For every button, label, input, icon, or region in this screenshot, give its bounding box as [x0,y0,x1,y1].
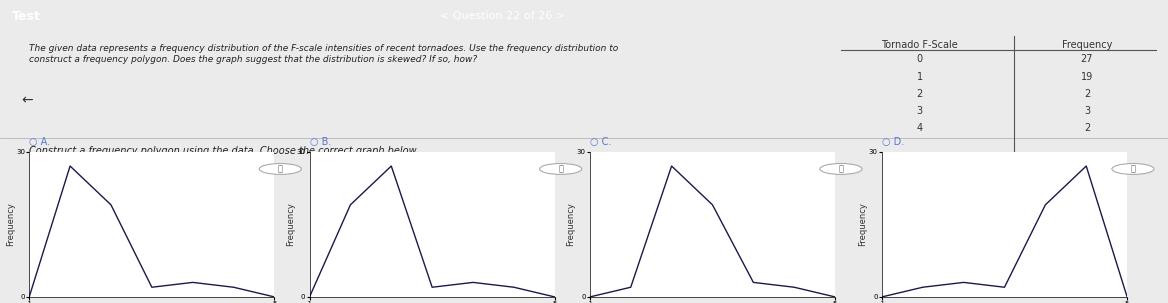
Text: 🔍: 🔍 [558,165,563,173]
Text: 27: 27 [1080,54,1093,65]
Text: 2: 2 [1084,123,1090,134]
Text: ○ A.: ○ A. [29,137,50,147]
Text: The given data represents a frequency distribution of the F-scale intensities of: The given data represents a frequency di… [29,44,618,64]
Y-axis label: Frequency: Frequency [858,202,868,246]
Text: 🔍: 🔍 [839,165,843,173]
Text: 2: 2 [1084,89,1090,99]
Y-axis label: Frequency: Frequency [6,202,15,246]
Text: ←: ← [21,93,33,107]
Text: < Question 22 of 26 >: < Question 22 of 26 > [439,11,565,22]
Y-axis label: Frequency: Frequency [566,202,576,246]
Text: 2: 2 [917,89,923,99]
Text: 0: 0 [917,54,923,65]
Text: Construct a frequency polygon using the data. Choose the correct graph below.: Construct a frequency polygon using the … [29,146,419,156]
Text: Frequency: Frequency [1062,40,1112,50]
Text: ○ D.: ○ D. [882,137,904,147]
Text: 3: 3 [1084,106,1090,116]
Text: Test: Test [12,10,41,23]
Text: 🔍: 🔍 [278,165,283,173]
Text: 🔍: 🔍 [1131,165,1135,173]
Text: ○ B.: ○ B. [310,137,331,147]
Text: ○ C.: ○ C. [590,137,611,147]
Text: 1: 1 [917,72,923,82]
Text: 4: 4 [917,123,923,134]
Text: 3: 3 [917,106,923,116]
Text: Tornado F-Scale: Tornado F-Scale [882,40,958,50]
Y-axis label: Frequency: Frequency [286,202,296,246]
Text: 19: 19 [1080,72,1093,82]
